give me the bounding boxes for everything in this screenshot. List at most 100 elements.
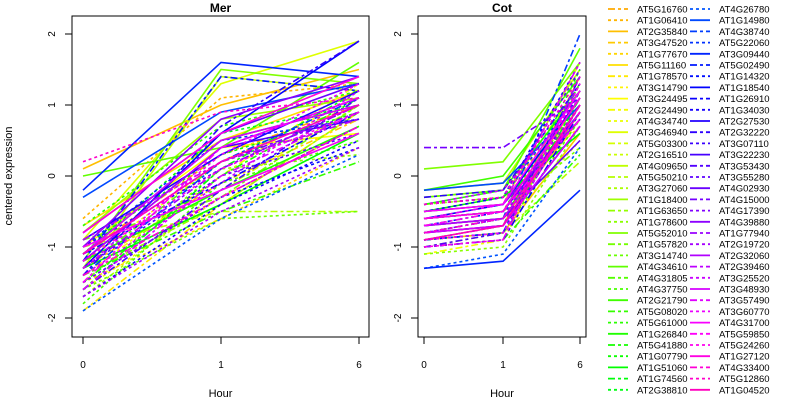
legend-item: AT2G24490	[608, 105, 688, 116]
legend-item: AT2G38810	[608, 385, 688, 396]
legend-item: AT1G77940	[690, 229, 770, 240]
legend-item: AT1G77670	[608, 49, 688, 60]
legend-item: AT5G50210	[608, 173, 688, 184]
legend-item: AT4G02930	[690, 184, 770, 195]
legend-item: AT5G12860	[690, 374, 770, 385]
legend-label: AT1G18400	[637, 195, 688, 206]
legend-label: AT3G48930	[719, 285, 770, 296]
legend-item: AT1G04520	[690, 385, 770, 396]
legend-label: AT1G74560	[637, 374, 688, 385]
series-line-AT2G19720	[82, 146, 360, 298]
legend-label: AT3G27060	[637, 184, 688, 195]
series-line-AT3G25520	[423, 97, 581, 206]
y-tick-label: 2	[47, 31, 58, 37]
legend-item: AT4G37750	[608, 285, 688, 296]
legend-item: AT1G78600	[608, 217, 688, 228]
legend-item: AT5G03300	[608, 139, 688, 150]
legend-item: AT1G63650	[608, 206, 688, 217]
legend-label: AT4G26780	[719, 5, 770, 16]
legend-item: AT3G46940	[608, 128, 688, 139]
panel-title: Mer	[210, 1, 232, 15]
legend-label: AT3G07110	[719, 139, 769, 150]
legend-label: AT1G06410	[637, 16, 688, 27]
legend-label: AT3G22230	[719, 150, 770, 161]
legend-label: AT4G34610	[637, 262, 688, 273]
legend-item: AT4G15000	[690, 195, 770, 206]
legend-item: AT2G16510	[608, 150, 688, 161]
legend-item: AT3G60770	[690, 307, 770, 318]
x-tick-label: 6	[577, 360, 583, 371]
legend-label: AT2G19720	[719, 240, 770, 251]
y-tick-label: 0	[47, 173, 58, 179]
legend-item: AT3G48930	[690, 285, 770, 296]
series-line-AT1G34030	[82, 139, 360, 298]
series-line-AT3G60770	[82, 82, 360, 269]
legend-label: AT4G17390	[719, 206, 770, 217]
series-line-AT5G59850	[82, 97, 360, 284]
legend-label: AT1G14980	[719, 16, 770, 27]
legend-item: AT2G32220	[690, 128, 770, 139]
legend-item: AT5G11160	[608, 61, 686, 72]
legend-label: AT2G21790	[637, 296, 688, 307]
legend-item: AT4G31805	[608, 273, 688, 284]
series-line-AT5G52010	[82, 68, 360, 262]
legend-item: AT5G24260	[690, 341, 770, 352]
legend-label: AT4G02930	[719, 184, 770, 195]
y-tick-label: -2	[393, 313, 404, 322]
x-axis-label: Hour	[490, 388, 514, 400]
series-line-AT5G24260	[423, 83, 581, 248]
legend-item: AT3G57490	[690, 296, 770, 307]
legend-label: AT4G33400	[719, 363, 770, 374]
legend-item: AT1G14320	[690, 72, 770, 83]
legend-item: AT4G17390	[690, 206, 770, 217]
series-line-AT4G33400	[423, 111, 581, 234]
legend-label: AT3G25520	[719, 273, 770, 284]
series-line-AT4G33400	[82, 125, 360, 277]
legend-label: AT5G02490	[719, 61, 770, 72]
legend-label: AT5G16760	[637, 5, 688, 16]
legend-item: AT1G18400	[608, 195, 688, 206]
series-line-AT5G50210	[82, 210, 359, 248]
legend-item: AT3G24495	[608, 94, 688, 105]
series-line-AT3G57490	[82, 111, 360, 291]
legend-item: AT3G22230	[690, 150, 770, 161]
x-axis-label: Hour	[209, 388, 233, 400]
legend-label: AT1G34030	[719, 105, 770, 116]
legend-item: AT2G35840	[608, 27, 688, 38]
legend-item: AT4G31700	[690, 318, 770, 329]
legend-item: AT2G19720	[690, 240, 770, 251]
legend-label: AT2G38810	[637, 385, 688, 396]
legend-label: AT5G12860	[719, 374, 770, 385]
legend-label: AT1G18540	[719, 83, 770, 94]
series-line-AT2G32220	[423, 83, 581, 199]
legend-label: AT2G27530	[719, 117, 770, 128]
legend-item: AT1G07790	[608, 352, 688, 363]
x-tick-label: 1	[218, 360, 224, 371]
legend-item: AT3G27060	[608, 184, 688, 195]
legend-item: AT1G51060	[608, 363, 688, 374]
series-line-AT4G26780	[82, 153, 360, 312]
legend-label: AT1G27120	[719, 352, 770, 363]
y-tick-label: -2	[47, 313, 58, 322]
legend-label: AT5G52010	[637, 229, 688, 240]
y-tick-label: -1	[393, 242, 404, 251]
series-line-AT3G48930	[82, 104, 360, 255]
legend-item: AT4G26780	[690, 5, 770, 16]
legend-item: AT1G26910	[690, 94, 770, 105]
legend-label: AT1G77670	[637, 49, 688, 60]
y-tick-label: 2	[393, 31, 404, 37]
series-line-AT4G34740	[82, 125, 360, 291]
series-line-AT1G27120	[82, 75, 360, 234]
legend-label: AT5G59850	[719, 329, 770, 340]
series-line-AT5G12860	[423, 76, 581, 206]
legend-item: AT5G52010	[608, 229, 688, 240]
legend-item: AT3G55280	[690, 173, 770, 184]
legend-item: AT5G16760	[608, 5, 688, 16]
legend-item: AT2G27530	[690, 117, 770, 128]
legend-item: AT1G06410	[608, 16, 688, 27]
series-line-AT5G02490	[423, 76, 581, 241]
series-line-AT4G26780	[423, 147, 581, 270]
legend-item: AT2G21790	[608, 296, 688, 307]
legend-item: AT1G26840	[608, 329, 688, 340]
legend-label: AT3G53430	[719, 161, 770, 172]
